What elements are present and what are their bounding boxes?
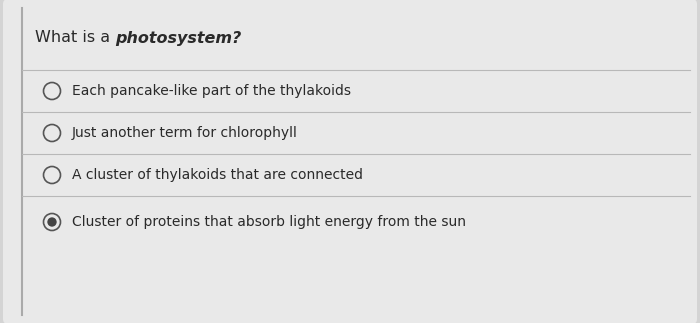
Text: Cluster of proteins that absorb light energy from the sun: Cluster of proteins that absorb light en… bbox=[72, 215, 466, 229]
Circle shape bbox=[48, 217, 57, 227]
FancyBboxPatch shape bbox=[3, 0, 697, 323]
Text: Just another term for chlorophyll: Just another term for chlorophyll bbox=[72, 126, 298, 140]
Text: A cluster of thylakoids that are connected: A cluster of thylakoids that are connect… bbox=[72, 168, 363, 182]
Text: Each pancake-like part of the thylakoids: Each pancake-like part of the thylakoids bbox=[72, 84, 351, 98]
Text: photosystem?: photosystem? bbox=[116, 30, 241, 46]
Text: What is a: What is a bbox=[35, 30, 116, 46]
